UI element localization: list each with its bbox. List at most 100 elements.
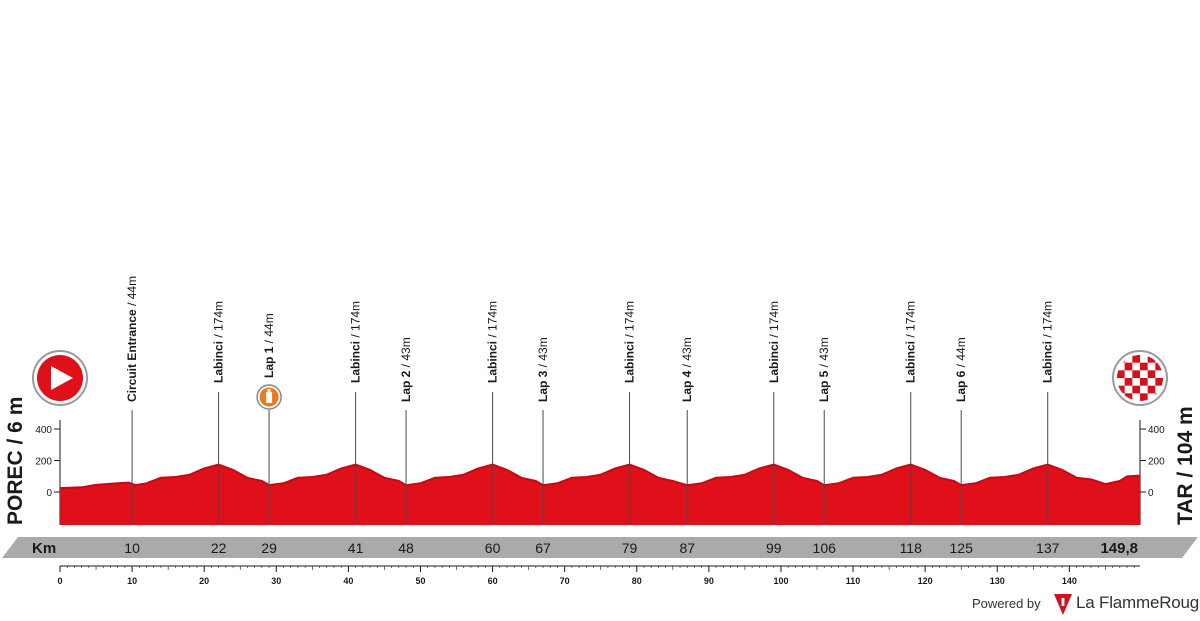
waypoint-name: Lap 2 <box>399 370 413 402</box>
waypoint-label: Lap 6 / 44m <box>954 337 968 402</box>
waypoint-separator: / <box>954 361 968 371</box>
distance-tick-label: 0 <box>57 576 62 586</box>
waypoint-label: Lap 5 / 43m <box>817 337 831 402</box>
y-tick-label: 200 <box>1148 457 1165 468</box>
start-icon <box>32 350 88 406</box>
powered-by-text: Powered by <box>972 596 1041 611</box>
km-band-label: 125 <box>950 540 974 556</box>
km-band-label: 41 <box>348 540 364 556</box>
waypoint-separator: / <box>486 331 500 341</box>
waypoint-separator: / <box>262 337 276 347</box>
distance-tick-label: 60 <box>488 576 498 586</box>
km-band-label: 106 <box>813 540 837 556</box>
km-band-label: 29 <box>261 540 277 556</box>
y-tick-label: 0 <box>46 488 52 499</box>
distance-tick-label: 120 <box>918 576 933 586</box>
waypoint-label-group: Lap 2 / 43m <box>399 337 413 402</box>
flame-rouge-logo-icon <box>1052 592 1074 616</box>
y-axis-left: 400 200 0 <box>35 420 61 525</box>
waypoint-label-group: Circuit Entrance / 44m <box>125 276 139 402</box>
waypoint-name: Lap 6 <box>954 370 968 402</box>
waypoint-name: Labinci <box>349 341 363 383</box>
waypoint-label-group: Labinci / 174m <box>349 301 363 383</box>
waypoint-label: Labinci / 174m <box>349 301 363 383</box>
waypoint-label-group: Labinci / 174m <box>904 301 918 383</box>
waypoint-name: Circuit Entrance <box>125 309 139 402</box>
waypoint-separator: / <box>680 361 694 371</box>
waypoint-name: Lap 4 <box>680 370 694 402</box>
waypoint-altitude: 174m <box>212 301 226 331</box>
waypoint-name: Labinci <box>486 341 500 383</box>
distance-tick-label: 20 <box>199 576 209 586</box>
waypoint-label-group: Labinci / 174m <box>767 301 781 383</box>
waypoint-separator: / <box>212 331 226 341</box>
waypoint-altitude: 174m <box>767 301 781 331</box>
distance-tick-label: 80 <box>632 576 642 586</box>
km-band-label: 60 <box>485 540 501 556</box>
waypoint-name: Labinci <box>767 341 781 383</box>
waypoint-label-group: Lap 3 / 43m <box>536 337 550 402</box>
waypoint-label: Labinci / 174m <box>623 301 637 383</box>
distance-tick-label: 110 <box>846 576 861 586</box>
start-finish-icons <box>32 350 1168 406</box>
y-tick-label: 400 <box>35 425 52 436</box>
waypoint-altitude: 43m <box>399 337 413 360</box>
waypoint-altitude: 43m <box>817 337 831 360</box>
waypoint-label: Labinci / 174m <box>1041 301 1055 383</box>
y-tick-label: 0 <box>1148 488 1154 499</box>
km-band-label: 10 <box>124 540 140 556</box>
distance-axis: 0 10 20 30 40 50 60 70 80 90 100 110 120 130 140 <box>57 565 1140 586</box>
branding: Powered by La FlammeRouge <box>972 592 1200 616</box>
waypoint-separator: / <box>904 331 918 341</box>
km-band-title: Km <box>32 540 56 557</box>
waypoint-label-group: Lap 6 / 44m <box>954 337 968 402</box>
waypoint-altitude: 44m <box>954 337 968 360</box>
km-band-label: 48 <box>398 540 414 556</box>
waypoint-label: Labinci / 174m <box>486 301 500 383</box>
start-label: POREC / 6 m <box>4 397 27 525</box>
km-band-label: 137 <box>1036 540 1060 556</box>
waypoint-name: Labinci <box>623 341 637 383</box>
distance-tick-label: 140 <box>1062 576 1077 586</box>
y-tick-label: 400 <box>1148 425 1165 436</box>
waypoint-altitude: 43m <box>680 337 694 360</box>
waypoint-altitude: 174m <box>486 301 500 331</box>
waypoint-label: Lap 3 / 43m <box>536 337 550 402</box>
km-band-label: 87 <box>679 540 695 556</box>
distance-tick-label: 50 <box>415 576 425 586</box>
waypoint-name: Lap 5 <box>817 370 831 402</box>
waypoint-separator: / <box>349 331 363 341</box>
waypoint-label-group: Lap 4 / 43m <box>680 337 694 402</box>
waypoint-altitude: 174m <box>904 301 918 331</box>
play-icon <box>51 366 73 390</box>
brand-name: La FlammeRouge <box>1076 593 1200 612</box>
waypoint-name: Lap 1 <box>262 346 276 378</box>
distance-tick-label: 10 <box>127 576 137 586</box>
waypoint-label-group: Labinci / 174m <box>1041 301 1055 383</box>
waypoint-altitude: 44m <box>125 276 139 299</box>
waypoint-separator: / <box>623 331 637 341</box>
waypoint-label: Labinci / 174m <box>904 301 918 383</box>
waypoint-label-group: Labinci / 174m <box>486 301 500 383</box>
waypoint-separator: / <box>817 361 831 371</box>
waypoint-separator: / <box>125 299 139 309</box>
waypoint-markers: Circuit Entrance / 44m Labinci / 174m Lap … <box>125 276 1055 525</box>
waypoint-label: Circuit Entrance / 44m <box>125 276 139 402</box>
distance-tick-label: 40 <box>343 576 353 586</box>
waypoint-name: Labinci <box>212 341 226 383</box>
feed-zone-icon <box>256 384 282 410</box>
waypoint-altitude: 43m <box>536 337 550 360</box>
waypoint-label-group: Labinci / 174m <box>212 301 226 383</box>
km-band-label: 118 <box>900 540 923 556</box>
waypoint-separator: / <box>767 331 781 341</box>
waypoint-separator: / <box>536 361 550 371</box>
finish-label: TAR / 104 m <box>1174 406 1197 525</box>
waypoint-name: Labinci <box>904 341 918 383</box>
checkered-flag-icon <box>1117 355 1163 401</box>
waypoint-label: Labinci / 174m <box>212 301 226 383</box>
km-band-label: 67 <box>535 540 551 556</box>
waypoint-label-group: Labinci / 174m <box>623 301 637 383</box>
finish-icon <box>1112 350 1168 406</box>
km-band-label: 99 <box>766 540 782 556</box>
